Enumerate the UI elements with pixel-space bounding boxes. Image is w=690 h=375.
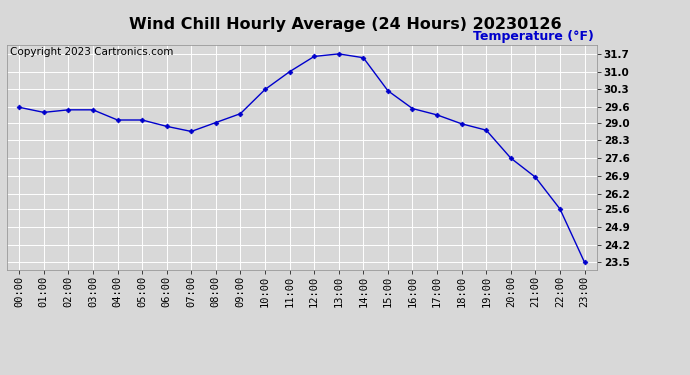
Text: Wind Chill Hourly Average (24 Hours) 20230126: Wind Chill Hourly Average (24 Hours) 202… <box>129 17 561 32</box>
Text: Temperature (°F): Temperature (°F) <box>473 30 593 43</box>
Text: Copyright 2023 Cartronics.com: Copyright 2023 Cartronics.com <box>10 47 174 57</box>
